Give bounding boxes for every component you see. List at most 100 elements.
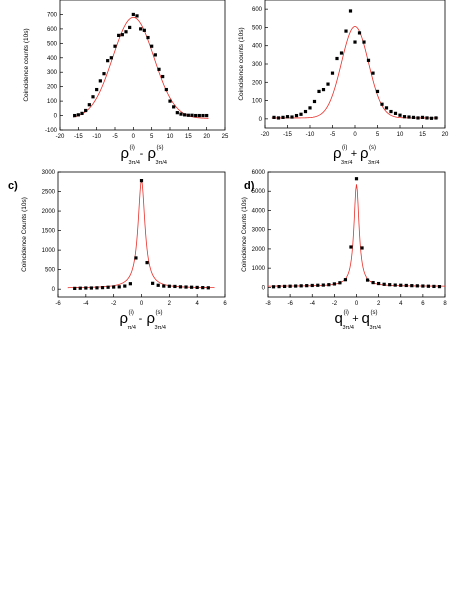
data-point bbox=[399, 283, 403, 287]
y-tick-label: 5000 bbox=[252, 189, 266, 195]
x-axis-label-subscript: 3π/4 bbox=[155, 325, 166, 331]
data-point bbox=[407, 115, 411, 119]
data-point bbox=[146, 35, 150, 40]
data-point bbox=[290, 115, 294, 119]
y-tick-label: 100 bbox=[252, 99, 263, 105]
x-axis-label-superscript: (i) bbox=[342, 145, 347, 151]
data-point bbox=[288, 284, 292, 288]
data-point bbox=[384, 106, 389, 110]
data-point bbox=[112, 285, 116, 289]
data-point bbox=[305, 284, 309, 288]
x-tick-label: 2 bbox=[168, 301, 172, 307]
y-tick-label: 0 bbox=[52, 287, 56, 293]
data-point bbox=[349, 245, 353, 249]
y-tick-label: 1000 bbox=[252, 266, 266, 272]
x-tick-label: 20 bbox=[203, 134, 210, 140]
data-point bbox=[348, 9, 353, 13]
data-point bbox=[360, 246, 364, 250]
data-point bbox=[425, 116, 429, 120]
y-tick-label: -100 bbox=[45, 128, 58, 134]
data-point bbox=[123, 284, 127, 288]
x-tick-label: 0 bbox=[140, 301, 144, 307]
x-axis-label-superscript: (i) bbox=[130, 145, 135, 151]
data-point bbox=[398, 113, 402, 117]
x-tick-label: 6 bbox=[223, 301, 227, 307]
data-point bbox=[139, 27, 143, 31]
x-tick-label: 0 bbox=[132, 134, 136, 140]
x-axis-label-symbol: ρ bbox=[120, 310, 129, 327]
data-point bbox=[317, 89, 321, 94]
data-point bbox=[175, 111, 179, 115]
data-point bbox=[128, 25, 132, 30]
data-point bbox=[139, 178, 144, 183]
data-point bbox=[437, 285, 442, 289]
y-tick-label: 300 bbox=[252, 62, 263, 68]
data-point bbox=[195, 285, 199, 290]
fit-curve bbox=[271, 26, 439, 119]
data-point bbox=[78, 286, 82, 290]
data-point bbox=[128, 282, 132, 286]
data-point bbox=[330, 71, 335, 75]
x-tick-label: -15 bbox=[283, 132, 292, 138]
y-tick-label: 2500 bbox=[42, 190, 56, 196]
y-tick-label: 2000 bbox=[42, 209, 56, 215]
data-point bbox=[102, 72, 106, 76]
data-point bbox=[303, 109, 308, 114]
y-tick-label: 0 bbox=[262, 285, 266, 291]
x-tick-label: 10 bbox=[397, 132, 404, 138]
data-point bbox=[134, 256, 138, 260]
y-tick-label: 4000 bbox=[252, 208, 266, 214]
data-point bbox=[117, 33, 121, 37]
data-point bbox=[95, 286, 99, 290]
x-tick-label: -10 bbox=[92, 134, 101, 140]
data-point bbox=[308, 106, 312, 110]
y-tick-label: 0 bbox=[54, 114, 58, 120]
y-tick-label: 400 bbox=[252, 44, 263, 50]
data-point bbox=[206, 286, 210, 290]
data-point bbox=[393, 283, 397, 287]
y-tick-label: 6000 bbox=[252, 170, 266, 176]
data-point bbox=[335, 56, 339, 61]
x-axis-label-symbol: q bbox=[362, 310, 370, 327]
data-point bbox=[124, 30, 128, 34]
data-point bbox=[197, 113, 201, 118]
data-point bbox=[310, 283, 314, 288]
y-tick-label: 3000 bbox=[42, 170, 56, 176]
data-point bbox=[156, 283, 160, 287]
x-axis-label-superscript: (s) bbox=[371, 310, 378, 316]
data-point bbox=[80, 111, 84, 115]
data-point bbox=[186, 113, 190, 117]
data-point bbox=[377, 281, 381, 286]
data-point bbox=[316, 283, 320, 287]
x-tick-label: 4 bbox=[399, 301, 403, 307]
data-point bbox=[131, 12, 135, 17]
panel-label: c) bbox=[8, 180, 18, 192]
y-tick-label: 600 bbox=[47, 27, 58, 33]
data-point bbox=[135, 14, 139, 18]
data-point bbox=[432, 284, 436, 289]
data-point bbox=[109, 56, 113, 60]
data-point bbox=[87, 103, 91, 107]
data-point bbox=[389, 109, 393, 114]
x-tick-label: -6 bbox=[55, 301, 61, 307]
data-point bbox=[362, 40, 366, 44]
x-axis-label-superscript: (i) bbox=[129, 310, 134, 316]
plot-frame bbox=[267, 171, 446, 298]
data-point bbox=[113, 44, 117, 48]
data-point bbox=[415, 284, 419, 288]
x-axis-label-symbol: ρ bbox=[148, 145, 157, 162]
data-point bbox=[294, 113, 299, 118]
data-point bbox=[106, 285, 110, 289]
data-point bbox=[161, 74, 165, 79]
data-point bbox=[173, 284, 177, 289]
data-point bbox=[157, 67, 161, 71]
data-point bbox=[162, 284, 166, 288]
x-tick-label: -4 bbox=[310, 301, 316, 307]
data-point bbox=[271, 285, 276, 289]
data-point bbox=[393, 111, 398, 115]
x-axis-label-operator: + bbox=[351, 148, 357, 160]
x-tick-label: -20 bbox=[56, 134, 65, 140]
x-axis-label-subscript: 3π/4 bbox=[343, 325, 354, 331]
data-point bbox=[434, 116, 438, 120]
data-point bbox=[194, 113, 198, 118]
